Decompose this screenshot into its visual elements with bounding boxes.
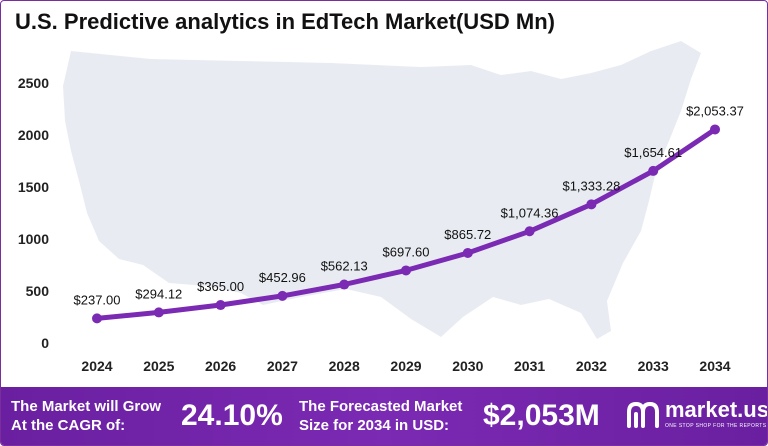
x-tick-label: 2034 <box>699 358 730 374</box>
data-label: $562.13 <box>321 259 368 274</box>
data-point <box>710 124 720 135</box>
chart-title: U.S. Predictive analytics in EdTech Mark… <box>15 9 555 34</box>
data-point <box>215 300 226 311</box>
market-us-logo-icon <box>627 401 659 428</box>
y-tick-label: 2500 <box>18 75 49 91</box>
x-tick-label: 2024 <box>81 358 112 374</box>
x-tick-label: 2032 <box>576 358 607 374</box>
data-point <box>339 279 350 290</box>
line-chart: 0 500 1000 1500 2000 2500 2024 2025 2026 2027 202… <box>18 41 744 374</box>
y-tick-label: 0 <box>41 335 49 351</box>
data-label: $1,333.28 <box>562 178 620 193</box>
data-label: $294.12 <box>135 286 182 301</box>
logo-tagline: ONE STOP SHOP FOR THE REPORTS <box>665 423 767 429</box>
data-point <box>462 247 473 258</box>
forecast-text-line1: The Forecasted Market <box>299 398 463 415</box>
data-point <box>92 313 102 324</box>
footer-banner: The Market will Grow At the CAGR of: 24.… <box>1 387 767 445</box>
data-label: $865.72 <box>444 227 491 242</box>
cagr-text-line2: At the CAGR of: <box>11 417 126 434</box>
y-tick-label: 1500 <box>18 179 49 195</box>
y-tick-label: 2000 <box>18 127 49 143</box>
x-tick-label: 2025 <box>143 358 174 374</box>
data-point <box>524 226 535 237</box>
data-label: $452.96 <box>259 270 306 285</box>
data-point <box>586 199 597 210</box>
x-tick-label: 2027 <box>267 358 298 374</box>
data-label: $1,074.36 <box>501 205 559 220</box>
data-point <box>648 165 659 176</box>
x-tick-label: 2028 <box>329 358 360 374</box>
x-tick-label: 2033 <box>638 358 669 374</box>
data-point <box>153 307 164 318</box>
data-label: $1,654.61 <box>624 145 682 160</box>
cagr-value: 24.10% <box>181 399 283 432</box>
x-tick-label: 2030 <box>452 358 483 374</box>
x-tick-label: 2029 <box>390 358 421 374</box>
x-tick-label: 2031 <box>514 358 545 374</box>
y-tick-label: 500 <box>26 283 50 299</box>
x-tick-label: 2026 <box>205 358 236 374</box>
cagr-text-line1: The Market will Grow <box>11 398 162 415</box>
data-point <box>401 265 411 276</box>
forecast-value: $2,053M <box>483 399 600 432</box>
data-label: $2,053.37 <box>686 103 744 118</box>
data-point <box>277 290 288 301</box>
data-label: $697.60 <box>383 244 430 259</box>
logo-name: market.us <box>665 397 768 422</box>
forecast-text-line2: Size for 2034 in USD: <box>299 417 450 434</box>
us-map-silhouette <box>63 41 701 339</box>
data-label: $365.00 <box>197 279 244 294</box>
y-tick-label: 1000 <box>18 231 49 247</box>
data-label: $237.00 <box>74 292 121 307</box>
